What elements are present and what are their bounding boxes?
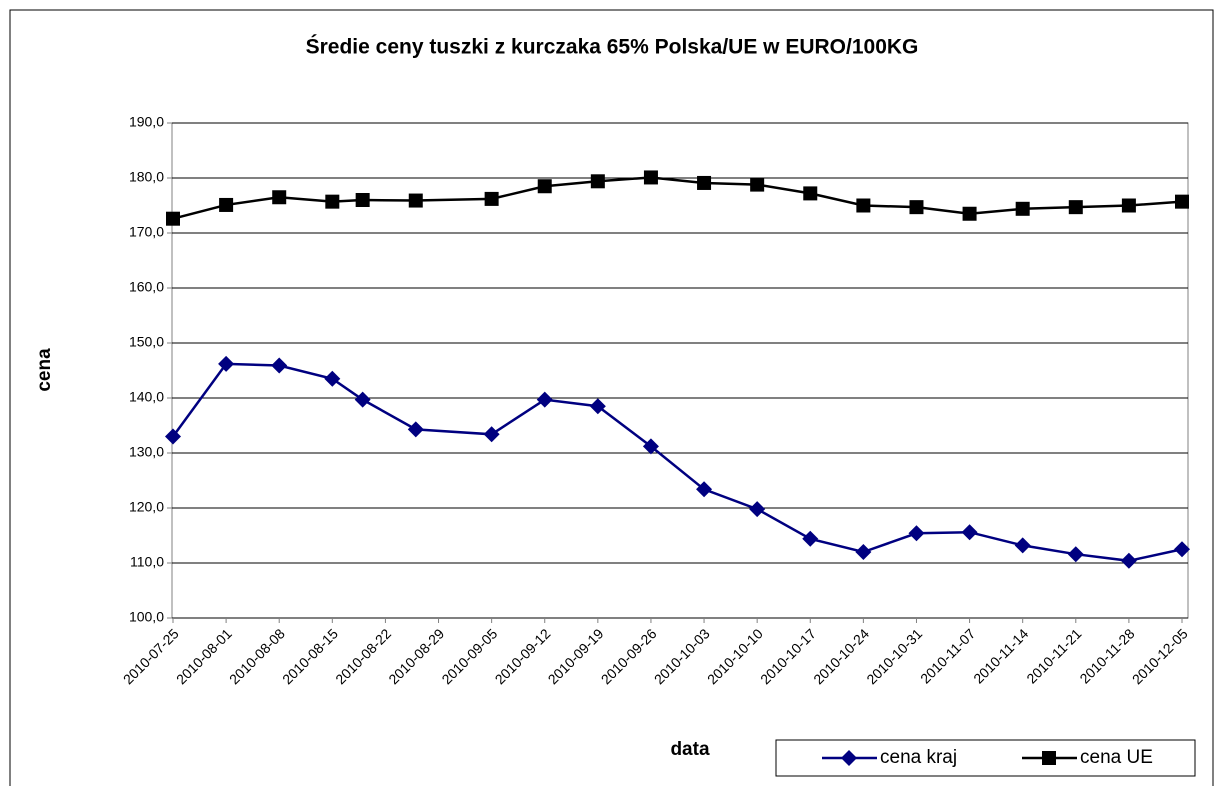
marker (750, 177, 765, 192)
marker (483, 426, 500, 443)
marker (166, 211, 180, 226)
marker (961, 524, 978, 541)
y-tick-label: 140,0 (129, 389, 164, 405)
marker (696, 481, 713, 498)
y-axis-label: cena (34, 348, 55, 392)
y-tick-label: 150,0 (129, 334, 164, 350)
legend-label: cena UE (1080, 747, 1153, 768)
marker (271, 357, 288, 374)
marker (354, 391, 371, 408)
marker (909, 200, 924, 215)
marker (643, 170, 658, 185)
marker (1174, 541, 1190, 558)
marker (1015, 201, 1030, 216)
y-tick-label: 130,0 (129, 444, 164, 460)
marker (218, 355, 235, 372)
marker (1014, 537, 1031, 554)
marker (589, 398, 606, 415)
marker (407, 421, 424, 438)
marker (855, 544, 872, 560)
marker (165, 428, 181, 445)
marker (1067, 546, 1084, 563)
marker (749, 501, 766, 518)
chart-title: Średie ceny tuszki z kurczaka 65% Polska… (306, 35, 919, 59)
x-axis-label: data (670, 739, 710, 760)
y-tick-label: 120,0 (129, 499, 164, 515)
marker (1120, 552, 1137, 569)
marker (536, 391, 553, 408)
marker (908, 525, 925, 542)
series-line (171, 362, 1183, 563)
marker (802, 530, 819, 547)
marker (1068, 200, 1083, 215)
y-tick-label: 100,0 (129, 609, 164, 625)
marker (408, 193, 423, 208)
legend-marker (1042, 751, 1056, 765)
marker (697, 175, 712, 190)
marker (219, 197, 234, 212)
marker (590, 174, 605, 189)
legend-marker (841, 750, 857, 766)
plot-area (171, 122, 1189, 619)
marker (962, 206, 977, 221)
y-tick-label: 190,0 (129, 114, 164, 130)
y-tick-label: 180,0 (129, 169, 164, 185)
marker (325, 194, 340, 209)
marker (1175, 194, 1189, 209)
marker (1121, 198, 1136, 213)
marker (642, 438, 659, 455)
y-tick-label: 110,0 (130, 554, 164, 570)
marker (537, 179, 552, 194)
y-tick-label: 170,0 (129, 224, 164, 240)
legend-label: cena kraj (880, 747, 957, 768)
marker (324, 370, 341, 387)
y-tick-label: 160,0 (129, 279, 164, 295)
marker (856, 198, 871, 213)
marker (803, 186, 818, 201)
marker (272, 190, 287, 205)
marker (484, 191, 499, 206)
marker (355, 193, 370, 207)
